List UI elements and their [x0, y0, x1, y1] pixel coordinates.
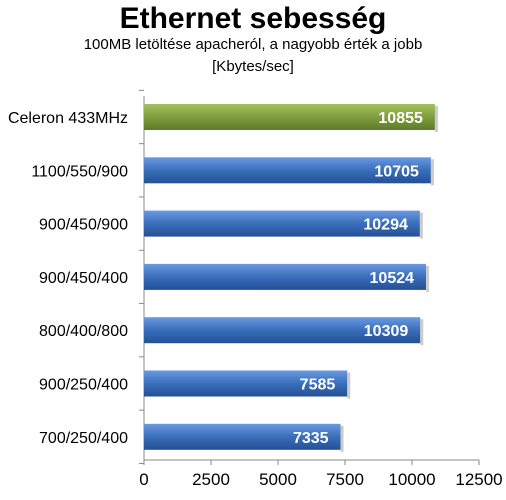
category-label: Celeron 433MHz [8, 110, 128, 127]
x-tick-label: 12500 [455, 470, 502, 489]
bar-data-label: 10855 [378, 110, 423, 127]
category-label: 700/250/400 [39, 430, 128, 447]
x-tick-label: 10000 [388, 470, 435, 489]
chart-subtitle-line-2: [Kbytes/sec] [212, 58, 294, 75]
bar-data-label: 10524 [370, 270, 415, 287]
chart-title: Ethernet sebesség [119, 2, 387, 35]
category-label: 900/450/400 [39, 270, 128, 287]
bar-data-label: 10705 [374, 163, 419, 180]
bar-shadow [419, 212, 423, 239]
x-tick-label: 7500 [326, 470, 364, 489]
bar-shadow [420, 319, 424, 346]
category-label: 900/250/400 [39, 377, 128, 394]
bar-shadow [340, 425, 344, 452]
bar-shadow [347, 372, 351, 399]
bar [144, 104, 435, 130]
bar-data-label: 7335 [293, 430, 329, 447]
bar [144, 423, 341, 450]
chart-subtitle-line-1: 100MB letöltése apacheról, a nagyobb ért… [83, 36, 423, 53]
bar [144, 263, 427, 290]
category-label: 1100/550/900 [31, 163, 128, 180]
x-tick-label: 0 [139, 470, 148, 489]
bar-shadow [434, 106, 438, 132]
bar-data-label: 10294 [363, 217, 408, 234]
category-label: 900/450/900 [39, 217, 128, 234]
bar [144, 157, 431, 184]
category-label: 800/400/800 [39, 323, 128, 340]
bar-data-label: 10309 [364, 323, 409, 340]
bar [144, 370, 348, 397]
x-tick-label: 2500 [192, 470, 230, 489]
bar-shadow [430, 159, 434, 186]
bar [144, 210, 420, 237]
bar-data-label: 7585 [300, 377, 336, 394]
x-tick-label: 5000 [259, 470, 297, 489]
bar [144, 317, 421, 344]
bar-shadow [426, 265, 430, 292]
